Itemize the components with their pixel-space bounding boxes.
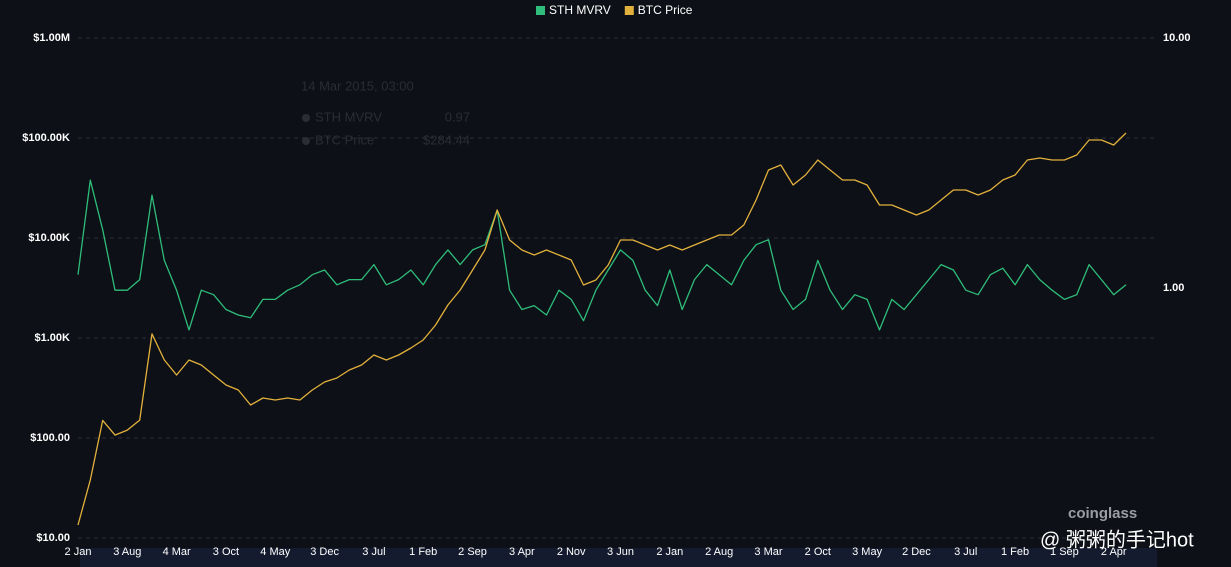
series-line <box>77 179 1127 331</box>
x-tick-label: 2 Jan <box>656 546 683 558</box>
y2-tick-label: 1.00 <box>1163 282 1184 294</box>
x-tick-label: 3 Oct <box>213 546 239 558</box>
x-tick-label: 4 May <box>260 546 290 558</box>
legend-swatch <box>624 6 634 15</box>
tooltip-dot <box>302 114 310 122</box>
tooltip-value: 0.97 <box>445 109 470 124</box>
x-tick-label: 3 Jul <box>954 546 977 558</box>
x-tick-label: 1 Sep <box>1050 546 1079 558</box>
x-tick-label: 3 Jul <box>362 546 385 558</box>
x-tick-label: 1 Feb <box>1001 546 1029 558</box>
legend-label: STH MVRV <box>549 3 611 17</box>
watermark: coinglass <box>1068 505 1137 522</box>
y-tick-label: $1.00M <box>33 32 70 44</box>
plot-area: $10.00 $100.00 $1.00K $10.00K $100.00K $1.00M… <box>22 32 1190 558</box>
navigator <box>80 548 1157 567</box>
series-line <box>77 132 1127 526</box>
legend-label: BTC Price <box>638 3 693 17</box>
x-tick-label: 3 Aug <box>113 546 141 558</box>
tooltip-value: $284.44 <box>423 132 470 147</box>
x-tick-label: 2 Sep <box>458 546 487 558</box>
tooltip-name: BTC Price <box>315 132 374 147</box>
x-tick-label: 3 Mar <box>754 546 782 558</box>
legend-swatch <box>536 6 545 15</box>
tooltip-date: 14 Mar 2015, 03:00 <box>301 78 414 93</box>
x-tick-label: 3 Apr <box>509 546 535 558</box>
x-tick-label: 2 Aug <box>705 546 733 558</box>
y-tick-label: $10.00K <box>28 232 70 244</box>
x-tick-label: 4 Mar <box>163 546 191 558</box>
x-tick-label: 1 Feb <box>409 546 437 558</box>
x-tick-label: 2 Nov <box>557 546 586 558</box>
x-tick-label: 2 Jan <box>65 546 92 558</box>
y-tick-label: $100.00K <box>22 132 70 144</box>
x-tick-label: 2 Dec <box>902 546 931 558</box>
x-tick-label: 3 May <box>852 546 882 558</box>
x-tick-label: 2 Apr <box>1101 546 1127 558</box>
y2-tick-label: 10.00 <box>1163 32 1191 44</box>
credit: @ 粥粥的手记hot <box>1040 528 1194 551</box>
y-tick-label: $100.00 <box>30 432 70 444</box>
x-tick-label: 2 Oct <box>805 546 831 558</box>
tooltip-dot <box>302 137 310 145</box>
x-tick-label: 3 Jun <box>607 546 634 558</box>
tooltip-name: STH MVRV <box>315 109 382 124</box>
y-tick-label: $10.00 <box>36 532 70 544</box>
x-tick-label: 3 Dec <box>310 546 339 558</box>
y-tick-label: $1.00K <box>35 332 71 344</box>
